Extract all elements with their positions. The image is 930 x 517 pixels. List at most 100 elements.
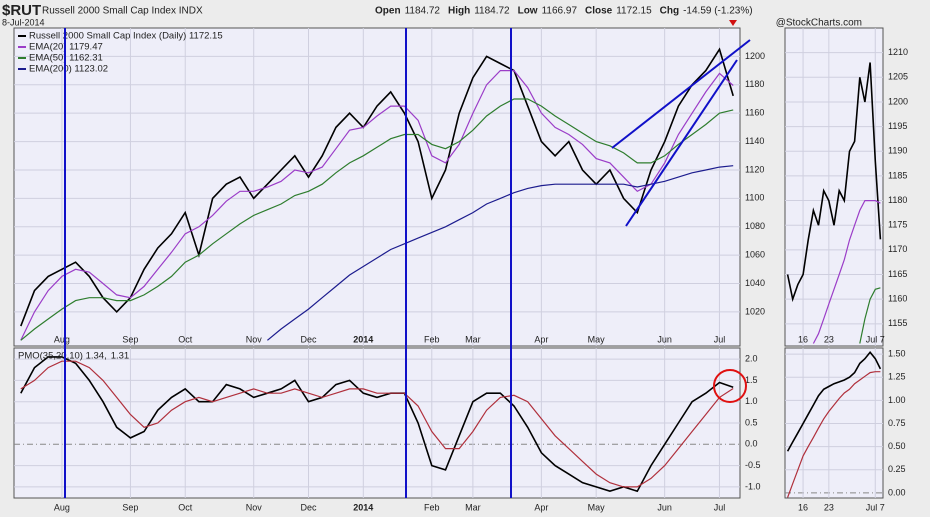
y-tick-label: 1140 xyxy=(745,136,764,146)
quote-value: 1172.15 xyxy=(616,6,652,17)
y-tick-label: 1060 xyxy=(745,250,765,260)
series-line xyxy=(20,360,734,488)
date: 8-Jul-2014 xyxy=(2,17,45,27)
y-tick-label: 1165 xyxy=(888,269,907,279)
y-tick-label: 2.0 xyxy=(745,353,758,363)
x-tick-label: Sep xyxy=(122,334,138,344)
price-panel xyxy=(13,27,741,347)
x-tick-label: Feb xyxy=(424,334,440,344)
legend-label: Russell 2000 Small Cap Index (Daily) 117… xyxy=(29,31,223,42)
quote-value: 1184.72 xyxy=(405,6,441,17)
x-tick-label: May xyxy=(588,334,606,344)
x-tick-label: 16 xyxy=(798,334,808,344)
quote-value: -14.59 (-1.23%) xyxy=(683,6,752,17)
x-tick-label: Dec xyxy=(301,334,318,344)
series-line xyxy=(20,356,734,493)
down-arrow xyxy=(729,20,737,26)
quote-label: Low xyxy=(518,6,538,17)
series-line xyxy=(20,70,734,341)
y-tick-label: 1040 xyxy=(745,278,765,288)
x-tick-label: Nov xyxy=(246,334,263,344)
y-tick-label: 1160 xyxy=(745,108,764,118)
y-tick-label: 1020 xyxy=(745,306,765,316)
quote-label: Close xyxy=(585,6,613,17)
x-tick-label: Oct xyxy=(178,334,193,344)
annotations xyxy=(64,28,751,498)
x-tick-label: Jul 7 xyxy=(866,334,885,344)
x-tick-label: Jul xyxy=(714,502,726,512)
y-tick-label: 1210 xyxy=(888,47,908,57)
x-tick-label: Feb xyxy=(424,502,440,512)
x-tick-label: Dec xyxy=(301,502,318,512)
trend-line xyxy=(611,39,751,149)
x-tick-label: Apr xyxy=(534,334,548,344)
y-tick-label: 1180 xyxy=(745,79,764,89)
y-tick-label: 0.75 xyxy=(888,418,906,428)
symbol: $RUT xyxy=(2,2,41,19)
y-tick-label: 0.25 xyxy=(888,464,906,474)
y-tick-label: 1175 xyxy=(888,220,907,230)
y-tick-label: 1100 xyxy=(745,193,764,203)
highlight-circle xyxy=(713,369,747,403)
y-tick-label: -1.0 xyxy=(745,481,761,491)
quote-value: 1166.97 xyxy=(542,6,578,17)
y-tick-label: 1155 xyxy=(888,318,907,328)
y-tick-label: 1195 xyxy=(888,121,907,131)
y-tick-label: -0.5 xyxy=(745,460,761,470)
zoom-price-panel xyxy=(784,27,884,347)
marks: 1020 1040 1060 1080 1100 1120 1140 1160 1180 1200… xyxy=(14,28,908,512)
series-line xyxy=(787,371,881,498)
y-tick-label: 1185 xyxy=(888,170,907,180)
quote-label: Chg xyxy=(660,6,679,17)
quote-value: 1184.72 xyxy=(474,6,510,17)
x-tick-label: Oct xyxy=(178,502,193,512)
zoom-pmo-panel xyxy=(784,347,884,499)
trend-line xyxy=(625,59,738,227)
y-tick-label: 0.0 xyxy=(745,439,758,449)
y-tick-label: 1200 xyxy=(888,96,908,106)
quote-label: High xyxy=(448,6,470,17)
y-tick-label: 1080 xyxy=(745,221,765,231)
y-tick-label: 0.50 xyxy=(888,441,906,451)
y-tick-label: 1.00 xyxy=(888,395,906,405)
legend-label: PMO(35,20,10) 1.34, xyxy=(18,351,107,362)
y-tick-label: 1160 xyxy=(888,294,907,304)
y-tick-label: 1170 xyxy=(888,244,907,254)
x-tick-label: 2014 xyxy=(353,334,373,344)
x-tick-label: Jul xyxy=(714,334,726,344)
panels xyxy=(13,27,884,499)
series-line xyxy=(20,47,734,327)
quote: Open 1184.72 High 1184.72 Low 1166.97 Close 117… xyxy=(375,6,753,17)
x-tick-label: Sep xyxy=(122,502,138,512)
x-tick-label: Mar xyxy=(465,334,481,344)
series-line xyxy=(20,98,734,341)
legend-label: EMA(200) 1123.02 xyxy=(29,64,108,75)
series-line xyxy=(812,200,881,344)
instrument-name: Russell 2000 Small Cap Index INDX xyxy=(42,6,203,17)
legend-label: 1.31 xyxy=(111,351,130,362)
y-tick-label: 1120 xyxy=(745,164,764,174)
series-line xyxy=(859,287,881,344)
quote-label: Open xyxy=(375,6,401,17)
y-tick-label: 1.50 xyxy=(888,348,906,358)
x-tick-label: Aug xyxy=(54,334,70,344)
x-tick-label: Jul 7 xyxy=(866,502,885,512)
series-line xyxy=(786,62,882,303)
y-tick-label: 1200 xyxy=(745,51,765,61)
x-tick-label: 2014 xyxy=(353,502,373,512)
x-tick-label: Aug xyxy=(54,502,70,512)
y-tick-label: 0.00 xyxy=(888,487,906,497)
y-tick-label: 1180 xyxy=(888,195,907,205)
y-tick-label: 1.0 xyxy=(745,396,758,406)
y-tick-label: 0.5 xyxy=(745,417,758,427)
y-tick-label: 1190 xyxy=(888,146,907,156)
x-tick-label: May xyxy=(588,502,606,512)
y-tick-label: 1.5 xyxy=(745,375,758,385)
y-tick-label: 1205 xyxy=(888,72,908,82)
x-tick-label: Jun xyxy=(657,334,672,344)
x-tick-label: Apr xyxy=(534,502,548,512)
x-tick-label: 23 xyxy=(824,502,834,512)
series-line xyxy=(786,351,882,452)
x-tick-label: 16 xyxy=(798,502,808,512)
